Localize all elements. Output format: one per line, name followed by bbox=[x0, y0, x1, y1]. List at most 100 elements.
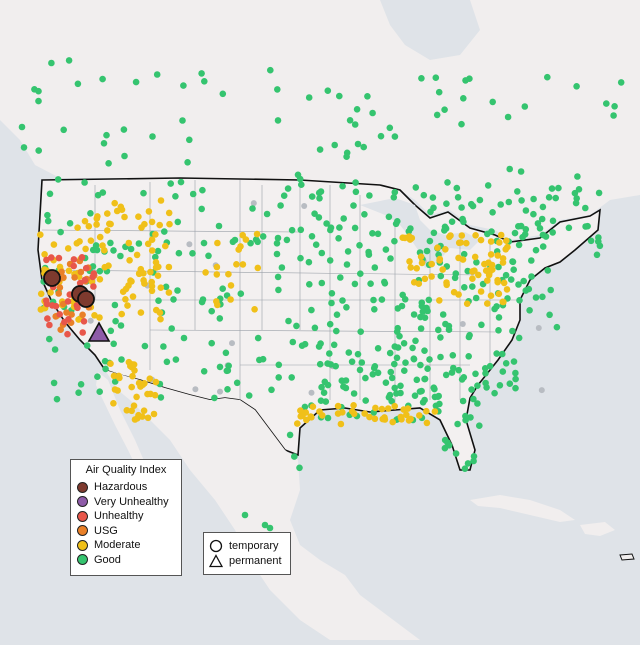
moderate-monitor bbox=[157, 284, 165, 292]
good-monitor bbox=[474, 382, 481, 390]
good-monitor bbox=[441, 106, 448, 113]
moderate-monitor bbox=[434, 244, 441, 251]
moderate-monitor bbox=[155, 263, 162, 271]
moderate-monitor bbox=[371, 415, 379, 423]
good-monitor bbox=[60, 126, 67, 134]
moderate-monitor bbox=[443, 281, 451, 289]
good-monitor bbox=[311, 210, 318, 217]
good-monitor bbox=[444, 179, 451, 186]
moderate-monitor bbox=[495, 290, 503, 298]
moderate-monitor bbox=[162, 242, 169, 250]
moderate-monitor bbox=[239, 231, 246, 239]
good-monitor bbox=[273, 250, 281, 258]
good-monitor bbox=[35, 97, 42, 105]
good-monitor bbox=[107, 239, 114, 247]
moderate-monitor bbox=[106, 220, 113, 228]
good-monitor bbox=[337, 274, 344, 281]
moderate-monitor bbox=[47, 289, 54, 296]
moderate-monitor bbox=[334, 402, 342, 410]
good-monitor bbox=[545, 194, 553, 201]
moderate-monitor bbox=[113, 207, 121, 215]
good-monitor bbox=[350, 390, 358, 397]
good-monitor bbox=[152, 253, 159, 261]
good-monitor bbox=[354, 140, 362, 148]
good-monitor bbox=[358, 359, 366, 366]
good-monitor bbox=[219, 285, 226, 293]
good-monitor bbox=[179, 117, 186, 124]
puerto-rico-land bbox=[619, 553, 635, 561]
good-monitor bbox=[308, 193, 316, 200]
good-monitor bbox=[532, 246, 540, 254]
moderate-monitor bbox=[148, 287, 156, 295]
good-monitor bbox=[418, 299, 426, 307]
moderate-monitor bbox=[126, 257, 133, 264]
good-monitor bbox=[388, 374, 396, 382]
good-monitor bbox=[186, 136, 193, 144]
good-monitor bbox=[343, 153, 350, 160]
moderate-monitor bbox=[202, 269, 209, 276]
good-monitor bbox=[506, 380, 514, 388]
good-monitor bbox=[99, 189, 107, 196]
unhealthy-monitor bbox=[74, 304, 81, 312]
good-monitor bbox=[308, 306, 315, 314]
good-monitor bbox=[454, 420, 461, 428]
good-monitor bbox=[308, 233, 316, 240]
good-monitor bbox=[393, 354, 401, 362]
good-monitor bbox=[154, 247, 162, 255]
good-monitor bbox=[274, 234, 282, 242]
moderate-monitor bbox=[463, 300, 471, 308]
good-monitor bbox=[118, 356, 125, 363]
good-monitor bbox=[189, 190, 197, 198]
good-monitor bbox=[539, 203, 547, 211]
good-monitor bbox=[318, 249, 326, 257]
good-monitor bbox=[461, 465, 469, 473]
good-monitor bbox=[46, 190, 54, 198]
moderate-monitor bbox=[150, 410, 158, 418]
good-monitor bbox=[593, 251, 601, 259]
moderate-monitor bbox=[415, 280, 423, 288]
good-monitor bbox=[294, 171, 302, 179]
moderate-monitor bbox=[96, 276, 104, 283]
good-monitor bbox=[462, 77, 469, 84]
moderate-monitor bbox=[124, 302, 131, 309]
good-monitor bbox=[473, 259, 480, 266]
moderate-monitor bbox=[213, 298, 220, 305]
good-monitor bbox=[172, 356, 180, 363]
good-monitor bbox=[574, 173, 581, 180]
good-monitor bbox=[449, 352, 457, 359]
good-monitor bbox=[386, 349, 394, 357]
moderate-monitor bbox=[81, 217, 89, 225]
moderate-monitor bbox=[148, 218, 156, 226]
good-monitor bbox=[233, 379, 241, 387]
usg-monitor bbox=[71, 274, 78, 281]
good-monitor bbox=[528, 273, 535, 280]
good-monitor bbox=[352, 179, 359, 186]
good-monitor bbox=[200, 368, 208, 375]
good-monitor bbox=[441, 436, 449, 444]
good-monitor bbox=[512, 375, 519, 383]
good-monitor bbox=[484, 182, 492, 189]
good-monitor bbox=[357, 328, 365, 336]
moderate-monitor bbox=[379, 415, 387, 423]
good-monitor bbox=[219, 90, 227, 98]
good-monitor bbox=[426, 356, 433, 363]
good-monitor bbox=[377, 132, 385, 140]
good-monitor bbox=[35, 87, 42, 95]
unhealthy-swatch-icon bbox=[77, 510, 88, 522]
moderate-monitor bbox=[85, 223, 93, 230]
moderate-monitor bbox=[96, 314, 103, 321]
good-monitor bbox=[94, 373, 101, 381]
good-monitor bbox=[200, 239, 208, 247]
moderate-monitor bbox=[64, 245, 72, 252]
moderate-monitor bbox=[122, 296, 129, 303]
usg-monitor bbox=[77, 268, 85, 276]
good-monitor bbox=[496, 382, 504, 389]
usg-monitor bbox=[58, 268, 65, 276]
good-monitor bbox=[175, 249, 183, 257]
good-monitor bbox=[476, 196, 484, 204]
good-monitor bbox=[493, 303, 500, 310]
good-monitor bbox=[437, 353, 444, 361]
good-monitor bbox=[223, 367, 231, 375]
good-monitor bbox=[442, 371, 450, 379]
good-monitor bbox=[461, 284, 468, 291]
